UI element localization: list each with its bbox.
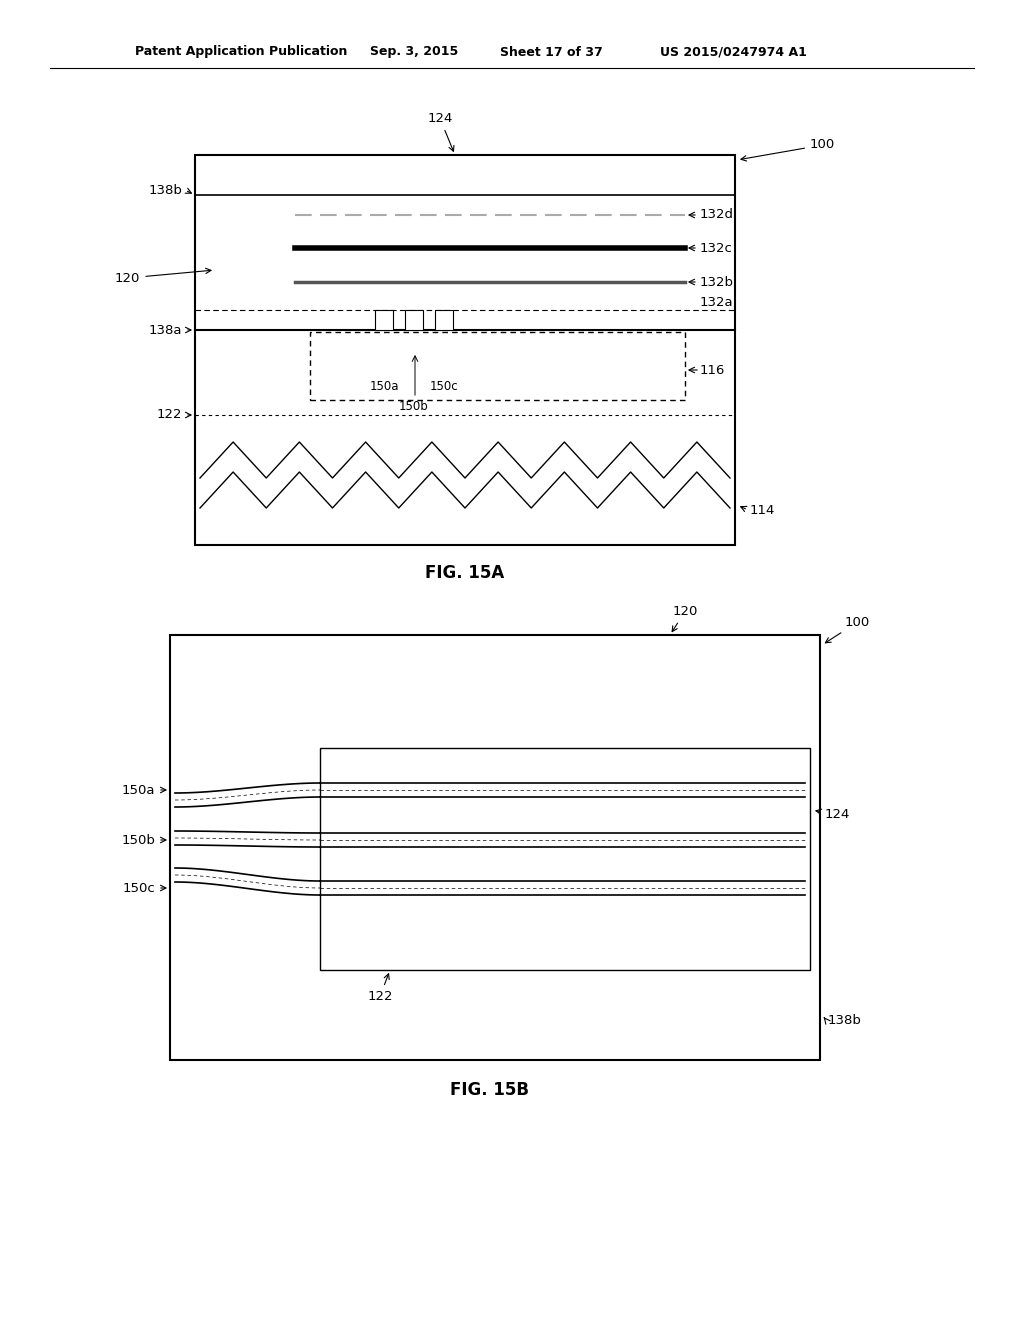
Text: 150b: 150b [121, 833, 155, 846]
Text: Patent Application Publication: Patent Application Publication [135, 45, 347, 58]
Text: 122: 122 [368, 974, 393, 1003]
Text: US 2015/0247974 A1: US 2015/0247974 A1 [660, 45, 807, 58]
Bar [375, 310, 393, 330]
Bar [406, 310, 423, 330]
Text: 138b: 138b [148, 183, 182, 197]
Text: 132d: 132d [700, 209, 734, 222]
Text: 138a: 138a [148, 323, 182, 337]
Text: FIG. 15A: FIG. 15A [425, 564, 505, 582]
Text: 124: 124 [816, 808, 850, 821]
Text: 150c: 150c [122, 882, 155, 895]
Text: Sheet 17 of 37: Sheet 17 of 37 [500, 45, 603, 58]
Text: 116: 116 [700, 363, 725, 376]
Bar [170, 635, 820, 1060]
Bar [319, 748, 810, 970]
Text: 132a: 132a [700, 296, 733, 309]
Text: 150a: 150a [370, 380, 398, 393]
Text: 100: 100 [741, 139, 836, 161]
Text: 114: 114 [750, 503, 775, 516]
Bar [310, 333, 685, 400]
Text: 138b: 138b [828, 1014, 862, 1027]
Bar [435, 310, 453, 330]
Text: 132c: 132c [700, 242, 733, 255]
Text: 150c: 150c [430, 380, 459, 393]
Text: 120: 120 [115, 268, 211, 285]
Text: 150a: 150a [122, 784, 155, 796]
Text: 124: 124 [427, 112, 454, 152]
Bar [195, 154, 735, 545]
Text: Sep. 3, 2015: Sep. 3, 2015 [370, 45, 459, 58]
Text: FIG. 15B: FIG. 15B [451, 1081, 529, 1100]
Text: 120: 120 [672, 605, 697, 631]
Text: 122: 122 [157, 408, 182, 421]
Text: 132b: 132b [700, 276, 734, 289]
Text: 100: 100 [825, 615, 870, 643]
Text: 150b: 150b [399, 400, 429, 413]
